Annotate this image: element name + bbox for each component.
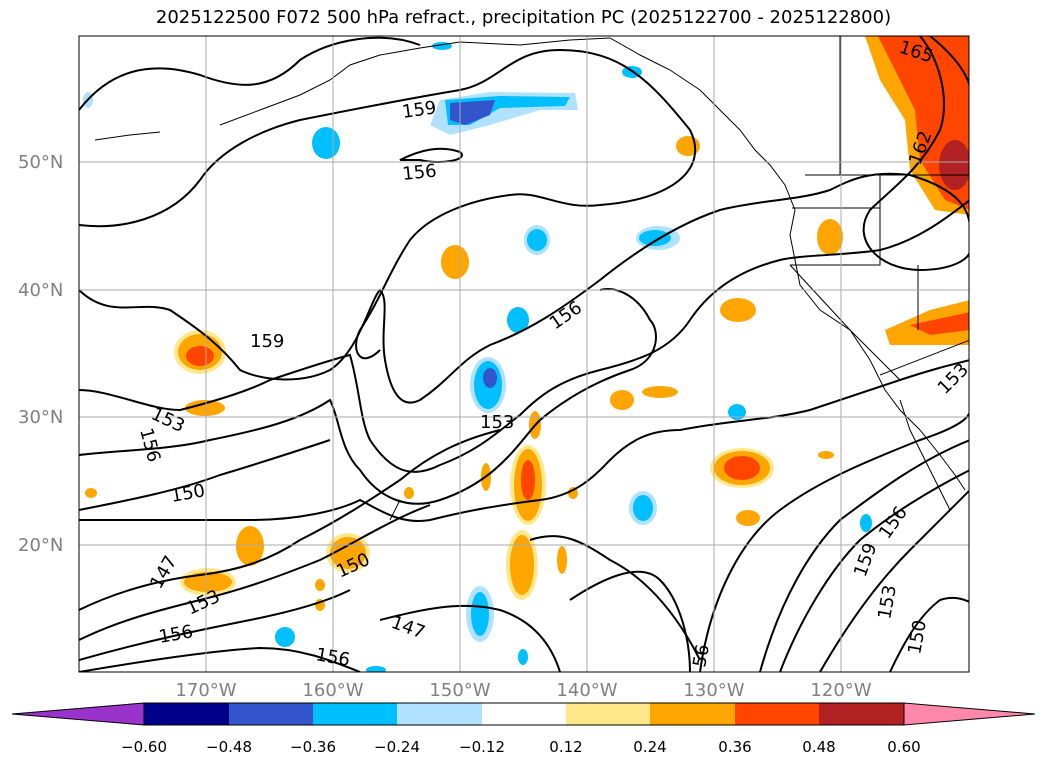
contour-label: 150 <box>169 480 206 507</box>
colorbar-arrow-right <box>903 702 1036 726</box>
lon-label: 130°W <box>683 680 745 701</box>
contour-label: 156 <box>546 297 586 334</box>
contour-label: 56 <box>689 643 714 669</box>
lon-label: 120°W <box>810 680 872 701</box>
lon-label: 150°W <box>429 680 491 701</box>
colorbar-tick: 0.12 <box>549 738 583 756</box>
lat-label: 50°N <box>18 152 64 173</box>
colorbar-arrow-left <box>11 702 145 726</box>
contour-label: 147 <box>388 612 427 643</box>
colorbar-segment <box>735 703 819 725</box>
coastlines <box>94 36 969 521</box>
lon-label: 170°W <box>175 680 237 701</box>
lon-label: 140°W <box>556 680 618 701</box>
contour-label: 156 <box>401 160 437 184</box>
contour-label: 156 <box>157 621 194 648</box>
map-frame <box>78 35 970 673</box>
colorbar-tick: 0.60 <box>887 738 921 756</box>
lon-label: 160°W <box>302 680 364 701</box>
contour-label: 156 <box>314 644 351 671</box>
colorbar-segment <box>482 703 566 725</box>
colorbar-tick: −0.48 <box>206 738 252 756</box>
lat-label: 30°N <box>18 407 64 428</box>
contour-label: 156 <box>135 426 164 465</box>
colorbar-segment <box>313 703 397 725</box>
colorbar-segment <box>229 703 313 725</box>
contour-label: 153 <box>480 412 514 433</box>
contour-label: 159 <box>401 97 438 123</box>
contour-label: 159 <box>250 331 284 352</box>
contour-label: 150 <box>904 618 931 655</box>
colorbar-segment <box>397 703 482 725</box>
contour-label: 153 <box>874 583 901 620</box>
contour-label: 147 <box>146 552 181 592</box>
colorbar <box>11 702 1036 726</box>
colorbar-segment <box>819 703 904 725</box>
contour-lines <box>79 36 969 672</box>
map-title: 2025122500 F072 500 hPa refract., precip… <box>155 7 892 28</box>
contour-label: 156 <box>875 503 912 543</box>
colorbar-tick: −0.60 <box>121 738 167 756</box>
colorbar-tick: 0.36 <box>718 738 752 756</box>
colorbar-tick: 0.24 <box>633 738 667 756</box>
precip-shading <box>83 36 969 672</box>
lat-label: 40°N <box>18 280 64 301</box>
colorbar-segment <box>650 703 735 725</box>
colorbar-tick: 0.48 <box>802 738 836 756</box>
lat-label: 20°N <box>18 535 64 556</box>
colorbar-tick: −0.12 <box>459 738 505 756</box>
colorbar-segment <box>144 703 229 725</box>
colorbar-tick: −0.36 <box>290 738 336 756</box>
graticule <box>79 36 969 672</box>
contour-label: 153 <box>934 359 973 398</box>
colorbar-segment <box>566 703 650 725</box>
colorbar-tick: −0.24 <box>374 738 420 756</box>
